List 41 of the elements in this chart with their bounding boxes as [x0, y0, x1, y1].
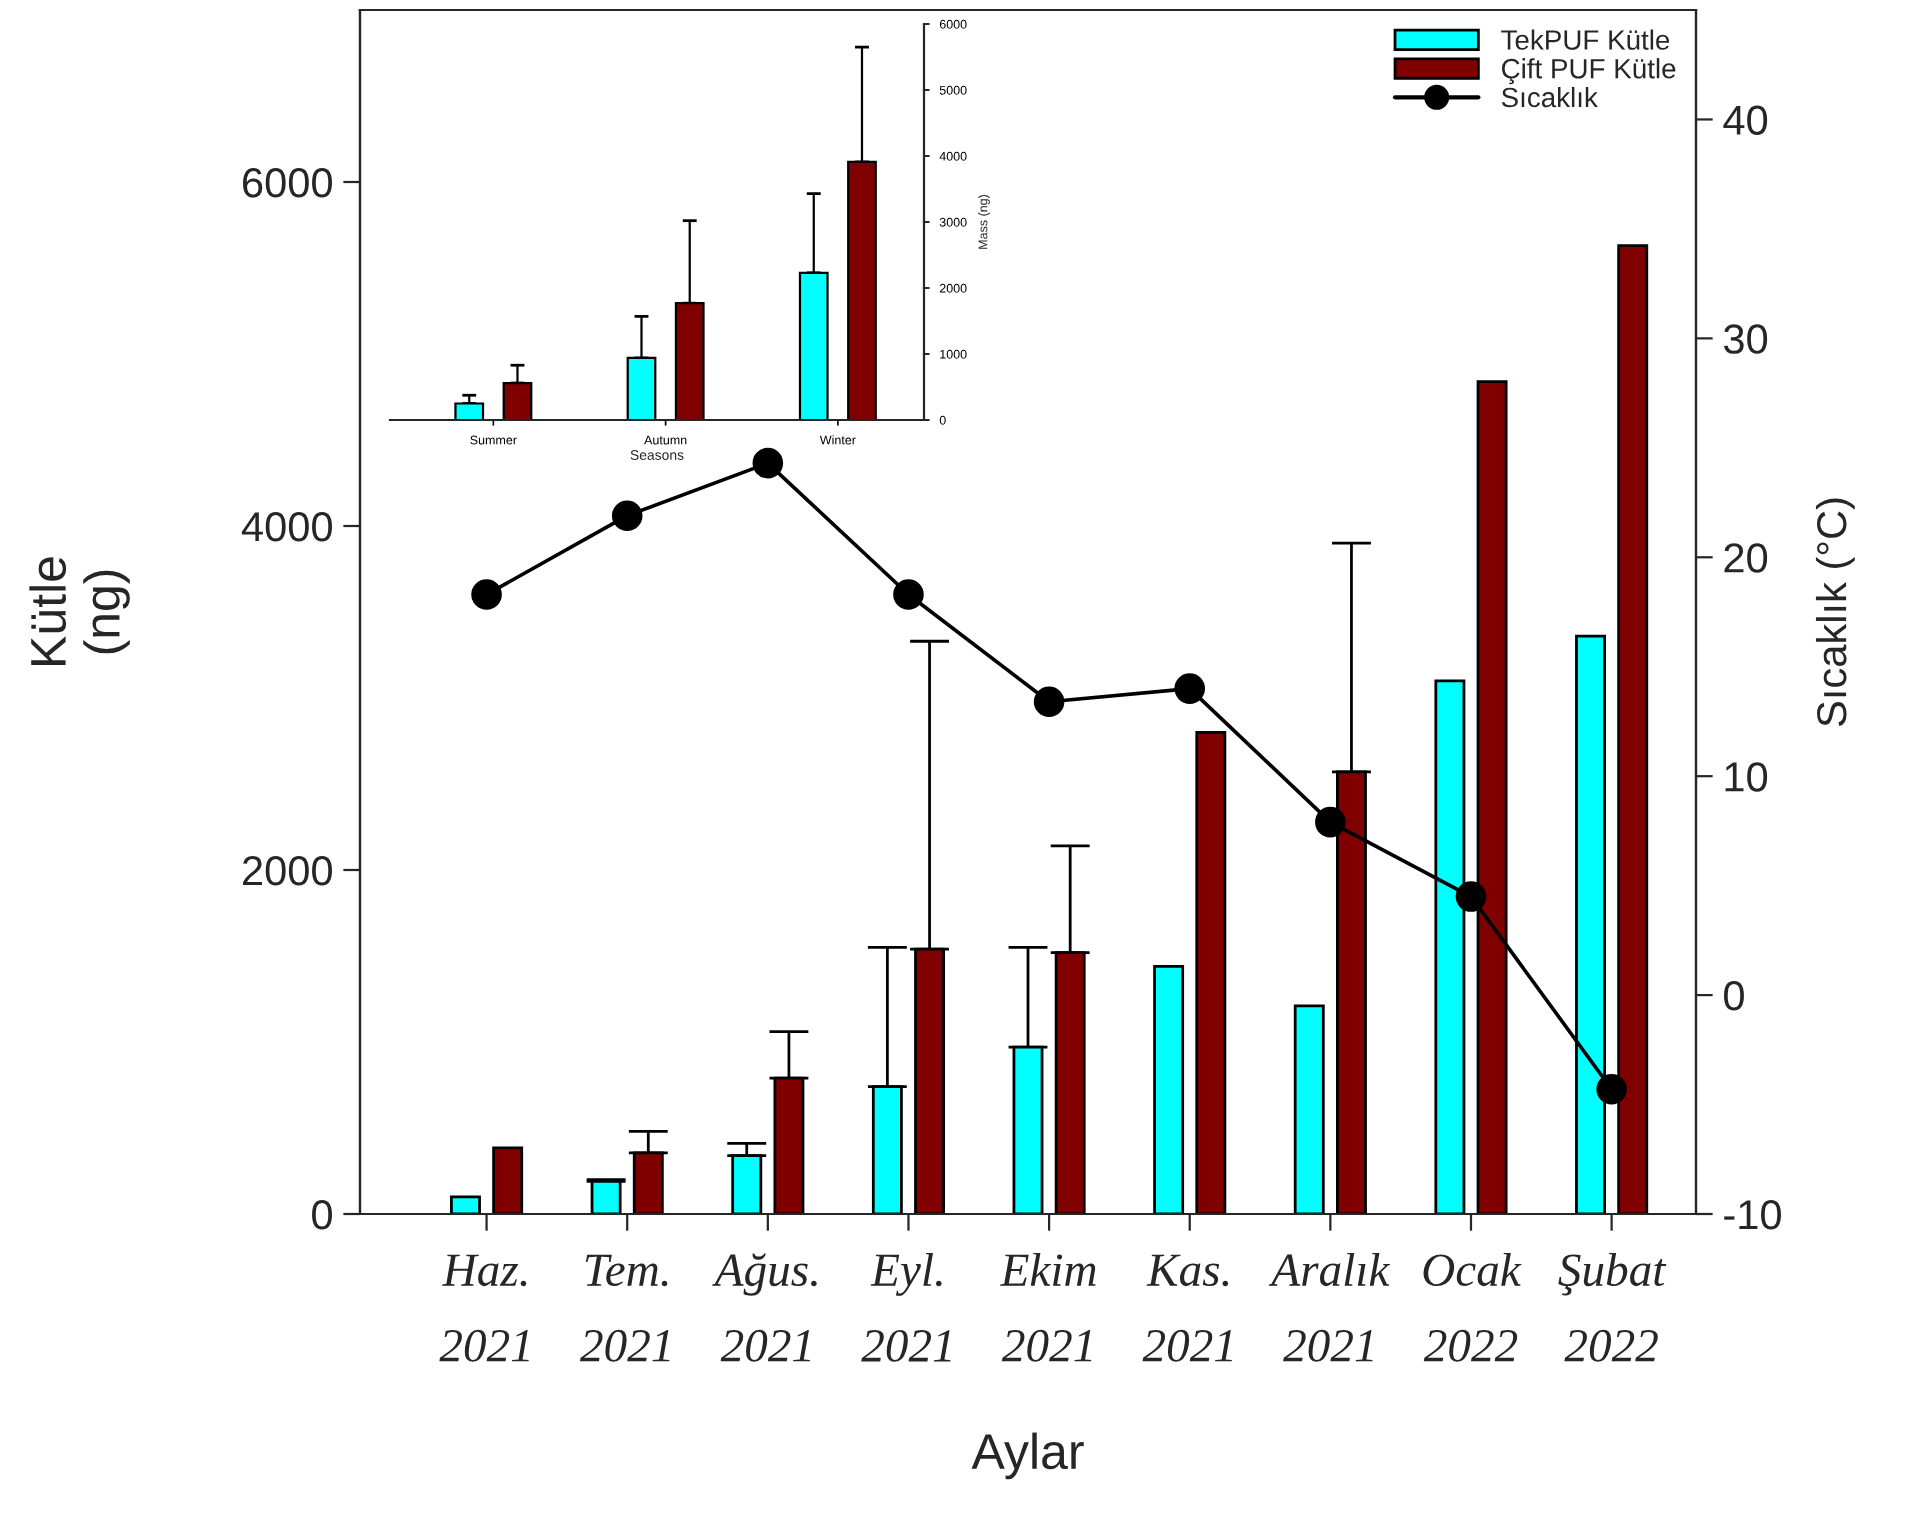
point [611, 500, 643, 531]
x-axis-title: Aylar [971, 1432, 1084, 1480]
y2-tick-label: -10 [1724, 1200, 1781, 1230]
bar [450, 1195, 481, 1214]
point [1596, 1073, 1627, 1105]
y-tick-label: 4000 [241, 512, 332, 542]
legend-label: Sıcaklık [1501, 86, 1598, 108]
x-tick-label: Ağus. 2021 [712, 1253, 817, 1362]
point [893, 579, 924, 610]
bar [1153, 964, 1185, 1214]
bar [492, 1146, 524, 1214]
y-tick-label: 2000 [243, 856, 332, 886]
y-axis-title: Kütle (ng) [29, 557, 130, 665]
point [1315, 806, 1346, 838]
y-tick-label: 6000 [243, 168, 332, 198]
x-tick-label: Eyl. 2021 [861, 1252, 951, 1362]
y2-tick-label: 20 [1724, 543, 1768, 573]
x-tick-label: Ocak 2022 [1423, 1252, 1522, 1362]
point [1174, 673, 1205, 704]
x-tick-label: Tem. 2021 [580, 1254, 670, 1362]
y2-tick-label: 10 [1725, 762, 1768, 792]
y2-tick-label: 40 [1723, 105, 1768, 135]
x-tick-label: Ekim 2021 [1000, 1252, 1096, 1362]
bar [1195, 731, 1227, 1214]
bar [454, 402, 485, 420]
y-tick-label: 0 [312, 1200, 332, 1230]
bar [1293, 1004, 1325, 1214]
legend-label: TekPUF Kütle [1501, 29, 1670, 50]
x-tick-label: Haz. 2021 [439, 1254, 529, 1362]
y2-axis-title: Sıcaklık (°C) [1815, 498, 1855, 727]
bar [590, 1179, 622, 1214]
point [752, 447, 784, 479]
point [471, 579, 502, 610]
y2-tick-label: 0 [1724, 981, 1744, 1011]
x-tick-label: Şubat 2022 [1558, 1252, 1667, 1362]
point [1455, 881, 1487, 912]
x-tick-label: Kas. 2021 [1142, 1254, 1232, 1362]
y2-tick-label: 30 [1723, 324, 1768, 354]
x-tick-label: Aralık 2021 [1268, 1252, 1391, 1362]
point [1033, 686, 1065, 718]
legend-label: Çift PUF Kütle [1502, 58, 1676, 85]
